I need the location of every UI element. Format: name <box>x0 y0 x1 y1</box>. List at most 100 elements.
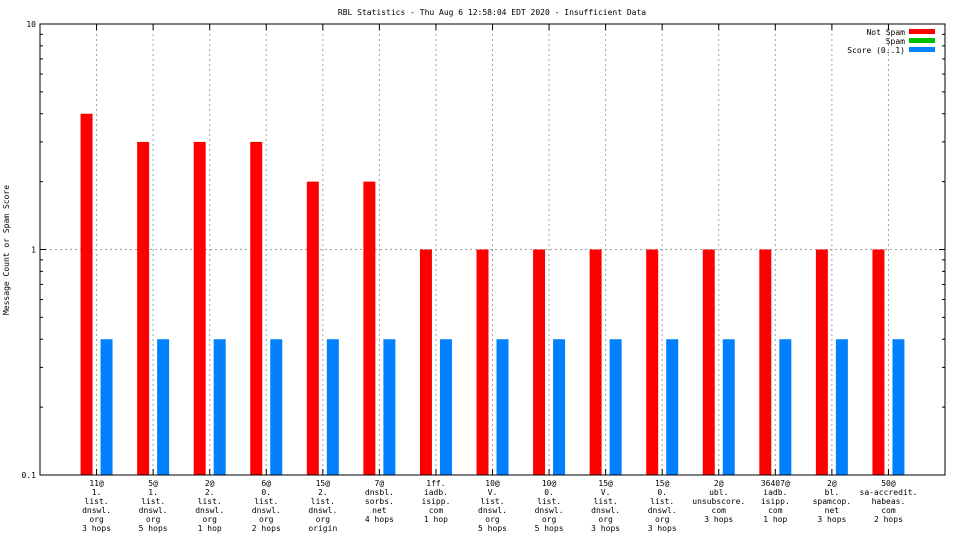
x-tick-label: org <box>89 515 104 524</box>
bar-not-spam <box>80 113 93 475</box>
x-tick-label: list. <box>198 497 222 506</box>
x-tick-label: list. <box>537 497 561 506</box>
bar-not-spam <box>250 141 263 475</box>
x-tick-label: 2@ <box>827 479 837 488</box>
x-tick-label: 2@ <box>205 479 215 488</box>
x-tick-label: 3 hops <box>591 524 620 533</box>
x-tick-label: 10@ <box>485 479 500 488</box>
x-tick-label: list. <box>480 497 504 506</box>
x-tick-label: 1 hop <box>424 515 448 524</box>
bar-not-spam <box>589 249 602 475</box>
x-tick-label: V. <box>601 488 611 497</box>
bar-score-0-1 <box>213 339 226 475</box>
x-tick-label: list. <box>85 497 109 506</box>
bar-score-0-1 <box>496 339 509 475</box>
x-tick-label: 6@ <box>261 479 271 488</box>
x-tick-label: org <box>316 515 331 524</box>
x-tick-label: net <box>825 506 840 515</box>
x-tick-label: 11@ <box>89 479 104 488</box>
x-tick-label: bl. <box>825 488 839 497</box>
bar-score-0-1 <box>609 339 622 475</box>
bar-not-spam <box>702 249 715 475</box>
x-tick-label: unsubscore. <box>692 497 745 506</box>
x-tick-label: 5 hops <box>535 524 564 533</box>
x-tick-label: com <box>429 506 444 515</box>
x-tick-label: 36407@ <box>761 479 790 488</box>
x-tick-label: 3 hops <box>648 524 677 533</box>
x-tick-label: org <box>146 515 161 524</box>
x-tick-label: list. <box>311 497 335 506</box>
x-tick-label: sa-accredit. <box>860 488 918 497</box>
legend-swatch <box>909 29 935 34</box>
x-tick-label: spamcop. <box>813 497 852 506</box>
x-tick-label: org <box>542 515 557 524</box>
x-tick-label: 50@ <box>881 479 896 488</box>
x-tick-label: origin <box>308 524 337 533</box>
x-tick-label: habeas. <box>872 497 906 506</box>
bar-not-spam <box>815 249 828 475</box>
bar-score-0-1 <box>326 339 339 475</box>
x-tick-label: 15@ <box>598 479 613 488</box>
bar-score-0-1 <box>892 339 905 475</box>
x-tick-label: 1. <box>148 488 158 497</box>
y-tick-label: 1 <box>31 246 36 255</box>
bar-not-spam <box>759 249 772 475</box>
bar-not-spam <box>872 249 885 475</box>
y-tick-label: 0.1 <box>22 471 37 480</box>
bar-not-spam <box>306 181 319 475</box>
bar-score-0-1 <box>666 339 679 475</box>
x-tick-label: 15@ <box>655 479 670 488</box>
x-tick-label: dnswl. <box>478 506 507 515</box>
x-tick-label: dnswl. <box>591 506 620 515</box>
grid <box>40 24 945 475</box>
x-tick-label: com <box>768 506 783 515</box>
x-tick-label: net <box>372 506 387 515</box>
x-tick-label: 5 hops <box>139 524 168 533</box>
x-tick-label: 5@ <box>148 479 158 488</box>
legend-swatch <box>909 47 935 52</box>
x-tick-label: dnswl. <box>535 506 564 515</box>
x-tick-label: 3 hops <box>704 515 733 524</box>
bar-score-0-1 <box>779 339 792 475</box>
x-tick-label: org <box>598 515 613 524</box>
bar-score-0-1 <box>270 339 283 475</box>
x-tick-label: list. <box>141 497 165 506</box>
x-tick-label: 15@ <box>316 479 331 488</box>
x-tick-label: 3 hops <box>817 515 846 524</box>
x-tick-label: iadb. <box>763 488 787 497</box>
x-tick-label: 1ff. <box>426 479 445 488</box>
bar-not-spam <box>476 249 489 475</box>
legend-label: Not Spam <box>866 28 905 37</box>
x-tick-label: list. <box>594 497 618 506</box>
legend-label: Score (0..1) <box>847 46 905 55</box>
x-tick-label: 2 hops <box>252 524 281 533</box>
x-tick-label: 4 hops <box>365 515 394 524</box>
x-tick-label: 2@ <box>714 479 724 488</box>
bars <box>80 113 905 475</box>
x-tick-label: 0. <box>544 488 554 497</box>
x-tick-label: 1 hop <box>763 515 787 524</box>
x-tick-label: 0. <box>657 488 667 497</box>
y-axis-ticks: 0.1 1 10 <box>22 20 945 480</box>
x-tick-label: isipp. <box>421 497 450 506</box>
chart-title: RBL Statistics - Thu Aug 6 12:58:04 EDT … <box>338 8 646 17</box>
x-tick-label: dnswl. <box>82 506 111 515</box>
x-tick-label: 0. <box>261 488 271 497</box>
x-tick-label: isipp. <box>761 497 790 506</box>
bar-not-spam <box>193 141 206 475</box>
x-tick-label: dnswl. <box>139 506 168 515</box>
bar-score-0-1 <box>439 339 452 475</box>
x-tick-label: 5 hops <box>478 524 507 533</box>
bar-score-0-1 <box>157 339 170 475</box>
bar-not-spam <box>533 249 546 475</box>
x-tick-label: dnswl. <box>252 506 281 515</box>
x-tick-label: dnswl. <box>308 506 337 515</box>
bar-not-spam <box>646 249 659 475</box>
y-tick-label: 10 <box>26 20 36 29</box>
x-tick-label: org <box>202 515 217 524</box>
bar-score-0-1 <box>383 339 396 475</box>
legend-swatch <box>909 38 935 43</box>
